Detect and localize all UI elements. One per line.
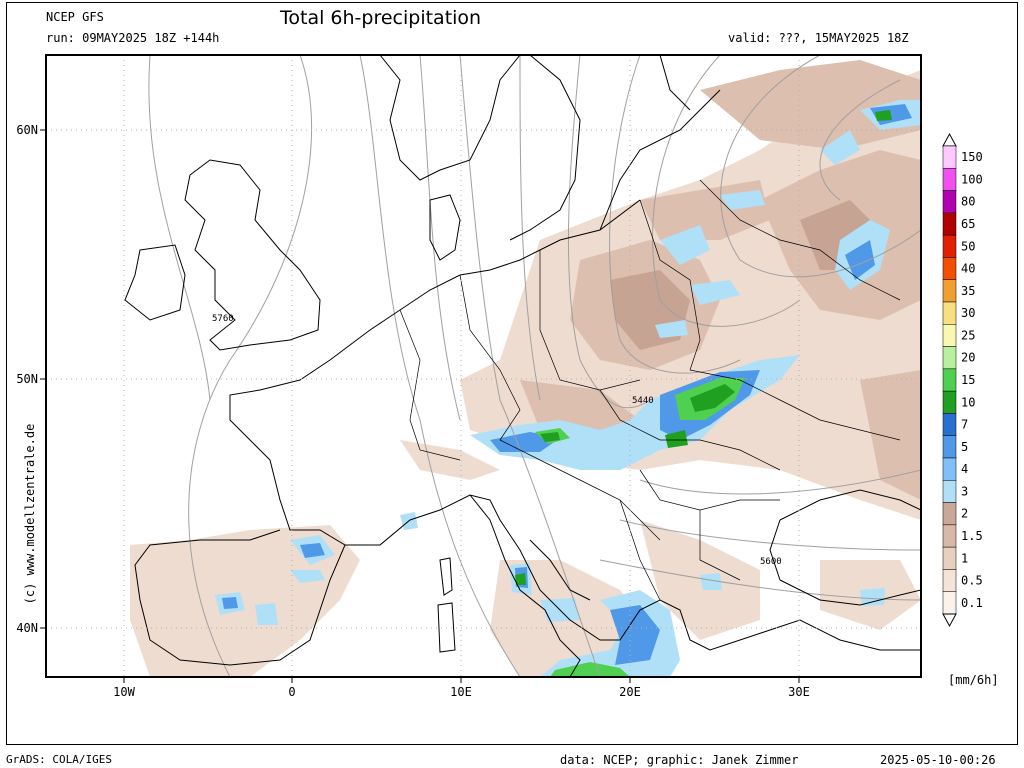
run-time: run: 09MAY2025 18Z +144h — [46, 31, 220, 45]
lat-label-60n: 60N — [16, 123, 38, 137]
legend-swatch — [942, 435, 957, 459]
legend-level-label: 150 — [961, 150, 983, 164]
lat-label-40n: 40N — [16, 621, 38, 635]
contour-label-5600: 5600 — [760, 557, 782, 567]
legend-unit: [mm/6h] — [948, 673, 999, 687]
lon-label-0: 0 — [288, 685, 295, 699]
image-frame — [6, 2, 1018, 745]
legend-level-label: 0.5 — [961, 574, 983, 588]
legend-swatch — [942, 591, 957, 615]
legend-level-label: 30 — [961, 306, 975, 320]
legend-colorbar: 150 100 80 65 50 40 35 30 25 20 15 10 7 5 4 3 2 1.5 1 0.5 0.… — [942, 132, 983, 628]
legend-level-label: 2 — [961, 507, 968, 521]
legend-swatch — [942, 346, 957, 370]
map-border — [45, 54, 922, 678]
legend-level-label: 1 — [961, 551, 968, 565]
legend-swatch — [942, 390, 957, 414]
map-area — [46, 55, 921, 677]
country-borders — [399, 179, 901, 601]
legend-swatch — [942, 212, 957, 236]
valid-time: valid: ???, 15MAY2025 18Z — [728, 31, 909, 45]
legend-top-arrow — [942, 132, 957, 147]
contour-label-5440: 5440 — [632, 396, 654, 406]
legend-swatch — [942, 234, 957, 258]
lat-label-50n: 50N — [16, 372, 38, 386]
legend-swatch — [942, 257, 957, 280]
legend-level-label: 65 — [961, 217, 975, 231]
precip-dark-green — [515, 110, 892, 585]
coastlines — [124, 55, 921, 677]
legend-level-label: 5 — [961, 440, 968, 454]
legend-level-label: 7 — [961, 418, 968, 432]
legend-level-label: 15 — [961, 373, 975, 387]
lon-label-10e: 10E — [450, 685, 472, 699]
legend-level-label: 80 — [961, 195, 975, 209]
legend-swatch — [942, 368, 957, 392]
legend-swatch — [942, 524, 957, 548]
legend-level-label: 40 — [961, 262, 975, 276]
legend-level-label: 100 — [961, 172, 983, 186]
legend-level-label: 1.5 — [961, 529, 983, 543]
legend-level-label: 35 — [961, 284, 975, 298]
legend-level-label: 25 — [961, 328, 975, 342]
lon-label-30e: 30E — [788, 685, 810, 699]
axis-ticks — [40, 129, 800, 683]
legend-level-label: 4 — [961, 462, 968, 476]
legend-level-label: 0.1 — [961, 596, 983, 610]
legend-level-label: 3 — [961, 484, 968, 498]
legend-level-label: 50 — [961, 239, 975, 253]
geopotential-contours — [148, 55, 921, 677]
lon-label-10w: 10W — [113, 685, 135, 699]
legend-swatch — [942, 301, 957, 325]
legend-swatch — [942, 279, 957, 303]
legend-swatch — [942, 168, 957, 191]
legend-swatch — [942, 324, 957, 347]
data-credit: data: NCEP; graphic: Janek Zimmer — [560, 753, 799, 767]
legend-level-label: 20 — [961, 351, 975, 365]
legend-swatch — [942, 480, 957, 503]
lon-label-20e: 20E — [619, 685, 641, 699]
software-credit: GrADS: COLA/IGES — [6, 753, 112, 766]
graticule — [46, 55, 921, 677]
legend-swatch — [942, 546, 957, 570]
legend-swatch — [942, 190, 957, 214]
contour-label-5760: 5760 — [212, 314, 234, 324]
legend-swatch — [942, 413, 957, 436]
legend-swatch — [942, 569, 957, 592]
model-name: NCEP GFS — [46, 10, 104, 24]
legend-bottom-arrow — [942, 613, 957, 628]
chart-title: Total 6h-precipitation — [280, 7, 482, 29]
legend-level-label: 10 — [961, 395, 975, 409]
legend-swatch — [942, 145, 957, 169]
legend-swatch — [942, 502, 957, 526]
timestamp: 2025-05-10-00:26 — [880, 753, 996, 767]
legend-swatch — [942, 457, 957, 481]
